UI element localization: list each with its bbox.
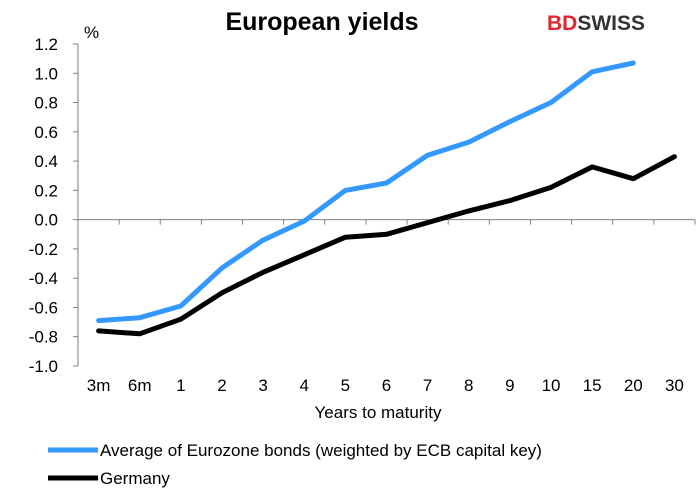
y-tick-label: -0.8 [29, 328, 58, 347]
x-tick-label: 5 [341, 376, 350, 395]
y-tick-label: 1.2 [34, 35, 58, 54]
x-tick-label: 4 [299, 376, 308, 395]
x-tick-label: 20 [624, 376, 643, 395]
y-tick-label: 0.2 [34, 181, 58, 200]
brand-logo: BDSWISS [547, 12, 645, 35]
y-tick-label: 0.0 [34, 211, 58, 230]
x-axis-title: Years to maturity [315, 403, 442, 422]
y-tick-label: -0.6 [29, 298, 58, 317]
y-tick-label: -0.4 [29, 269, 58, 288]
legend-item-eurozone: Average of Eurozone bonds (weighted by E… [48, 441, 542, 460]
y-tick-label: 0.6 [34, 123, 58, 142]
brand-logo-bd: BD [547, 12, 577, 35]
x-tick-label: 8 [464, 376, 473, 395]
x-tick-label: 15 [583, 376, 602, 395]
brand-logo-text: BDSWISS [547, 12, 645, 35]
x-tick-label: 30 [665, 376, 684, 395]
brand-logo-swiss: SWISS [577, 12, 645, 35]
y-tick-label: -1.0 [29, 357, 58, 376]
chart-title: European yields [225, 8, 418, 36]
y-tick-label: -0.2 [29, 240, 58, 259]
x-tick-label: 3m [87, 376, 111, 395]
y-tick-label: 0.8 [34, 94, 58, 113]
x-tick-label: 9 [505, 376, 514, 395]
y-tick-label: 0.4 [34, 152, 58, 171]
x-tick-label: 7 [423, 376, 432, 395]
x-axis: 3m 6m 1 2 3 4 5 6 7 8 9 10 15 20 30 [77, 219, 696, 395]
x-tick-label: 10 [542, 376, 561, 395]
legend: Average of Eurozone bonds (weighted by E… [48, 441, 542, 488]
series-lines [96, 60, 677, 337]
x-tick-label: 1 [176, 376, 185, 395]
series-line-eurozone [96, 60, 636, 324]
y-axis-unit-label: % [84, 23, 99, 42]
y-axis: 1.2 1.0 0.8 0.6 0.4 0.2 0.0 -0.2 -0.4 -0.6 -0.8 -1.… [29, 35, 78, 376]
y-tick-label: 1.0 [34, 64, 58, 83]
legend-label-eurozone: Average of Eurozone bonds (weighted by E… [100, 441, 542, 460]
x-tick-label: 6m [128, 376, 152, 395]
legend-label-germany: Germany [100, 469, 170, 488]
series-line-germany [96, 154, 677, 337]
x-tick-label: 6 [382, 376, 391, 395]
legend-item-germany: Germany [48, 469, 170, 488]
x-tick-label: 3 [258, 376, 267, 395]
axes [77, 44, 695, 366]
x-tick-label: 2 [217, 376, 226, 395]
